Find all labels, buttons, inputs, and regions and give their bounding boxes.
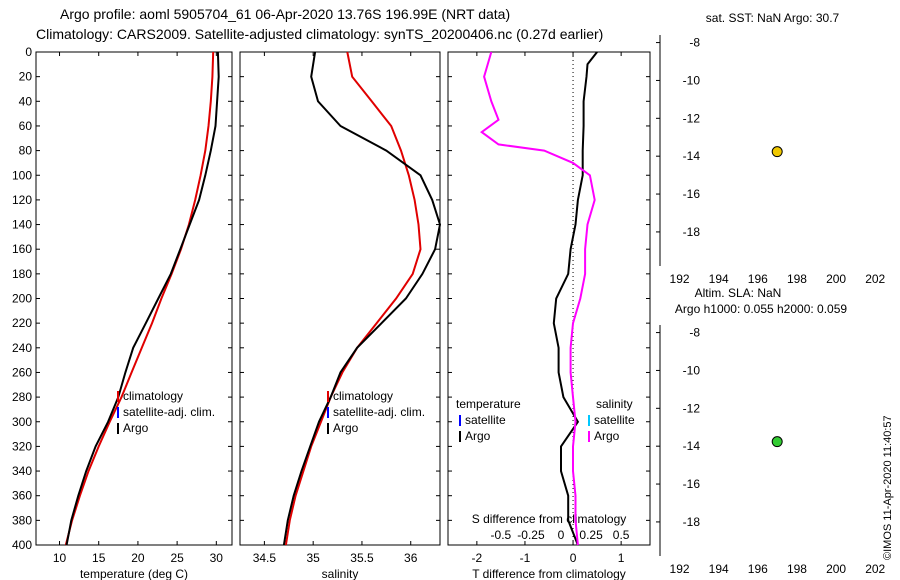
temperature-profile-xtick-label: 30 — [210, 551, 224, 565]
depth-tick-label: 100 — [12, 168, 32, 182]
temperature-profile-legend-label: satellite-adj. clim. — [123, 405, 215, 419]
depth-tick-label: 20 — [19, 70, 33, 84]
temperature-profile-series-climatology — [64, 51, 215, 546]
sla-map-xtick-label: 196 — [748, 562, 768, 576]
depth-tick-label: 220 — [12, 316, 32, 330]
sst-map-ytick-label: -16 — [683, 187, 701, 201]
sla-map-xtick-label: 194 — [709, 562, 729, 576]
depth-tick-label: 240 — [12, 341, 32, 355]
sst-map-ytick-label: -8 — [689, 36, 700, 50]
difference-profile-xtick-label: -2 — [472, 551, 483, 565]
difference-profile-series-s-argo — [480, 51, 596, 546]
sla-map-xtick-label: 198 — [787, 562, 807, 576]
depth-tick-label: 140 — [12, 218, 32, 232]
sla-map-xtick-label: 192 — [670, 562, 690, 576]
legend-temperature-label: Argo — [465, 429, 491, 443]
sla-map-ytick-label: -10 — [683, 363, 701, 377]
depth-tick-label: 400 — [12, 538, 32, 552]
depth-tick-label: 80 — [19, 144, 33, 158]
title-line-1: Argo profile: aoml 5905704_61 06-Apr-202… — [60, 6, 511, 22]
temperature-profile-xtick-label: 15 — [92, 551, 106, 565]
depth-tick-label: 120 — [12, 193, 32, 207]
legend-salinity-heading: salinity — [596, 397, 633, 411]
sla-map-title-line-1: Altim. SLA: NaN — [695, 286, 782, 300]
depth-tick-label: 0 — [25, 45, 32, 59]
salinity-profile-legend-label: climatology — [333, 389, 393, 403]
temperature-profile-xtick-label: 20 — [131, 551, 145, 565]
temperature-profile-legend-label: Argo — [123, 421, 149, 435]
sla-map-ytick-label: -12 — [683, 401, 701, 415]
depth-tick-label: 40 — [19, 94, 33, 108]
sla-map-title-line-2: Argo h1000: 0.055 h2000: 0.059 — [675, 302, 847, 316]
title-line-2: Climatology: CARS2009. Satellite-adjuste… — [36, 26, 604, 42]
sla-map-ytick-label: -8 — [689, 326, 700, 340]
legend-temperature-label: satellite — [465, 413, 506, 427]
salinity-profile-legend-label: Argo — [333, 421, 359, 435]
sst-map-xtick-label: 194 — [709, 272, 729, 286]
depth-tick-label: 160 — [12, 242, 32, 256]
depth-tick-label: 360 — [12, 489, 32, 503]
depth-tick-label: 60 — [19, 119, 33, 133]
depth-tick-label: 300 — [12, 415, 32, 429]
sst-map-xtick-label: 202 — [865, 272, 885, 286]
depth-tick-label: 260 — [12, 365, 32, 379]
salinity-diff-tick-label: -0.25 — [517, 528, 545, 542]
temperature-profile-frame — [35, 51, 233, 546]
difference-profile-series-t-argo — [552, 51, 598, 546]
depth-tick-label: 380 — [12, 513, 32, 527]
salinity-diff-tick-label: 0.25 — [579, 528, 603, 542]
salinity-profile-xtick-label: 34.5 — [253, 551, 277, 565]
sla-map-argo-marker — [771, 436, 783, 448]
sla-map-ytick-label: -18 — [683, 515, 701, 529]
difference-profile-xlabel: T difference from climatology — [472, 567, 626, 580]
legend-temperature-heading: temperature — [456, 397, 521, 411]
sst-map-xtick-label: 198 — [787, 272, 807, 286]
salinity-diff-tick-label: -0.5 — [491, 528, 512, 542]
temperature-profile-xtick-label: 25 — [170, 551, 184, 565]
difference-profile-xtick-label: -1 — [520, 551, 531, 565]
sst-map-ytick-label: -18 — [683, 225, 701, 239]
sst-map-xtick-label: 200 — [826, 272, 846, 286]
difference-profile-frame — [447, 51, 651, 546]
sst-map-ytick-label: -14 — [683, 149, 701, 163]
difference-profile-xtick-label: 0 — [570, 551, 577, 565]
sla-map-ytick-label: -14 — [683, 439, 701, 453]
salinity-profile-series-climatology — [284, 51, 422, 546]
sst-map-ytick-label: -12 — [683, 111, 701, 125]
difference-profile-xtick-label: 1 — [618, 551, 625, 565]
salinity-diff-tick-label: 0 — [558, 528, 565, 542]
depth-tick-label: 320 — [12, 439, 32, 453]
sst-map-xtick-label: 196 — [748, 272, 768, 286]
temperature-profile-legend-label: climatology — [123, 389, 183, 403]
depth-tick-label: 180 — [12, 267, 32, 281]
depth-tick-label: 280 — [12, 390, 32, 404]
sst-map-argo-marker — [771, 146, 783, 158]
sst-map-xtick-label: 192 — [670, 272, 690, 286]
salinity-profile-xlabel: salinity — [322, 567, 359, 580]
sla-map-xtick-label: 202 — [865, 562, 885, 576]
salinity-profile-xtick-label: 35.5 — [350, 551, 374, 565]
salinity-diff-tick-label: 0.5 — [613, 528, 630, 542]
depth-tick-label: 340 — [12, 464, 32, 478]
legend-salinity-label: Argo — [594, 429, 620, 443]
sla-map-xtick-label: 200 — [826, 562, 846, 576]
sst-map-ytick-label: -10 — [683, 73, 701, 87]
sst-map-title: sat. SST: NaN Argo: 30.7 — [706, 11, 840, 25]
salinity-profile-xtick-label: 35 — [306, 551, 320, 565]
temperature-profile-xtick-label: 10 — [53, 551, 67, 565]
salinity-profile-legend-label: satellite-adj. clim. — [333, 405, 425, 419]
sla-map-ytick-label: -16 — [683, 477, 701, 491]
temperature-profile-series-argo — [65, 51, 220, 546]
depth-tick-label: 200 — [12, 292, 32, 306]
salinity-diff-axis-label: S difference from climatology — [472, 512, 627, 526]
salinity-profile-xtick-label: 36 — [404, 551, 418, 565]
temperature-profile-xlabel: temperature (deg C) — [80, 567, 188, 580]
salinity-profile-series-argo — [282, 51, 442, 546]
legend-salinity-label: satellite — [594, 413, 635, 427]
